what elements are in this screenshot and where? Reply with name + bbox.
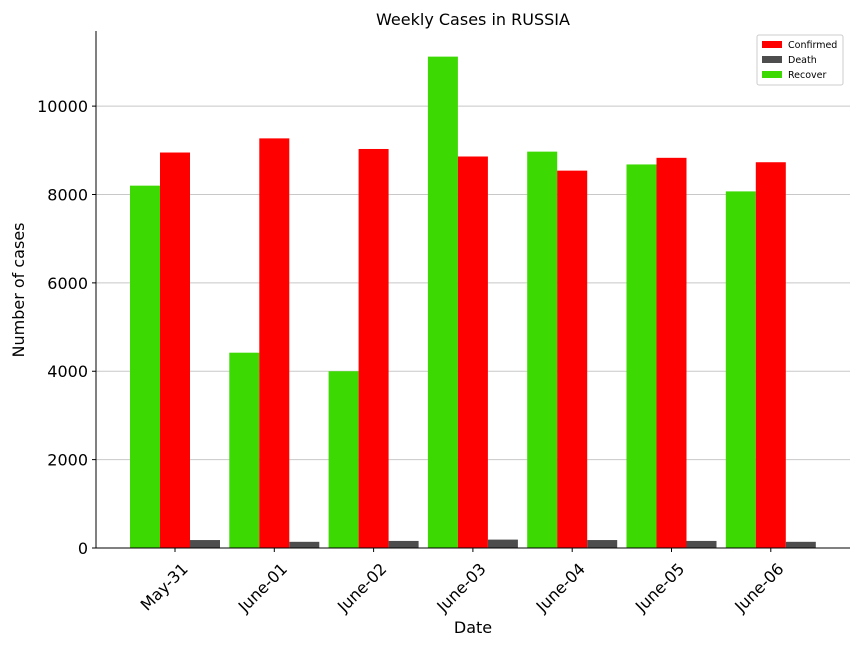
x-tick-label: June-03 — [432, 559, 489, 616]
bar-confirmed — [259, 138, 290, 548]
y-axis-title: Number of cases — [9, 223, 28, 358]
bar-confirmed — [160, 152, 190, 548]
bar-recover — [725, 191, 756, 548]
legend-swatch-death — [762, 56, 782, 63]
x-tick-label: June-05 — [631, 559, 688, 616]
x-tick-label: June-06 — [730, 559, 787, 616]
bar-confirmed — [358, 148, 389, 548]
y-ticks: 0 2000 4000 6000 8000 10000 — [37, 97, 96, 558]
y-tick-label: 0 — [78, 539, 88, 558]
bar-recover — [427, 56, 458, 548]
legend-swatch-recover — [762, 71, 782, 78]
bar-death — [487, 539, 518, 548]
legend-label-confirmed: Confirmed — [788, 40, 837, 51]
bar-death — [785, 541, 816, 548]
bar-confirmed — [755, 162, 786, 548]
bar-recover — [527, 151, 558, 548]
bar-recover — [328, 371, 359, 548]
bar-recover — [130, 185, 160, 548]
legend: Confirmed Death Recover — [756, 34, 844, 86]
legend-label-death: Death — [788, 55, 817, 66]
y-tick-label: 2000 — [47, 451, 88, 470]
x-ticks: May-31 June-01 June-02 June-03 June-04 June-0… — [137, 548, 788, 617]
x-axis-title: Date — [454, 618, 492, 637]
x-tick-label: June-02 — [333, 559, 390, 616]
bar-death — [587, 540, 618, 548]
bar-confirmed — [457, 156, 488, 548]
bar-confirmed — [557, 170, 588, 548]
y-tick-label: 6000 — [47, 274, 88, 293]
bar-death — [686, 540, 717, 548]
bar-death — [289, 541, 320, 548]
legend-label-recover: Recover — [788, 70, 827, 81]
x-tick-label: June-01 — [234, 559, 291, 616]
bar-confirmed — [656, 157, 687, 549]
x-tick-label: June-04 — [532, 559, 589, 616]
bars — [130, 56, 816, 549]
chart-title: Weekly Cases in RUSSIA — [376, 10, 570, 29]
legend-swatch-confirmed — [762, 41, 782, 48]
y-tick-label: 4000 — [47, 362, 88, 381]
x-tick-label: May-31 — [137, 559, 192, 614]
y-tick-label: 10000 — [37, 97, 88, 116]
bar-recover — [229, 352, 260, 548]
y-tick-label: 8000 — [47, 185, 88, 204]
bar-recover — [626, 164, 657, 548]
bar-death — [388, 540, 419, 548]
bar-death — [190, 540, 220, 548]
